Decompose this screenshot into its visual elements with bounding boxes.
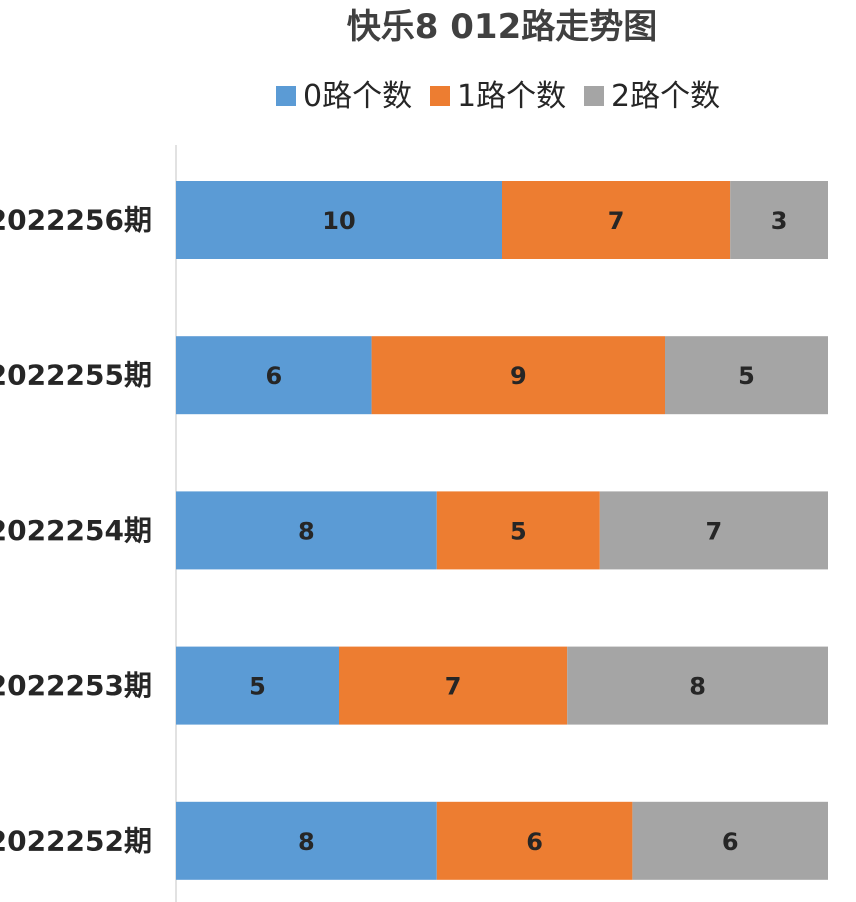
data-label-2-2: 7: [706, 517, 723, 545]
data-label-4-1: 6: [526, 828, 543, 856]
data-label-3-2: 8: [689, 673, 706, 701]
bar-segment-4-0: [176, 801, 437, 880]
legend-label-0: 0路个数: [303, 79, 412, 114]
data-label-3-0: 5: [249, 673, 266, 701]
bar-segment-2-0: [176, 491, 437, 570]
category-label-3: 2022253期: [0, 669, 152, 702]
legend-swatch-1: [430, 86, 450, 106]
bar-segment-0-1: [502, 181, 731, 259]
data-label-3-1: 7: [445, 673, 462, 701]
data-label-1-2: 5: [738, 362, 755, 390]
bar-segment-3-1: [339, 646, 568, 725]
bar-segment-1-2: [665, 336, 828, 415]
data-label-1-0: 6: [265, 362, 282, 390]
category-label-1: 2022255期: [0, 359, 152, 392]
bar-segment-3-0: [176, 646, 339, 725]
legend-swatch-0: [276, 86, 296, 106]
bar-segment-4-1: [436, 801, 633, 880]
bar-segment-2-2: [599, 491, 828, 570]
data-label-4-2: 6: [722, 828, 739, 856]
data-label-4-0: 8: [298, 828, 315, 856]
bar-segment-2-1: [436, 491, 600, 570]
bars: 10 7 3 6 9 5 8 5 7 5 7 8 8 6 6: [176, 181, 828, 880]
legend-label-2: 2路个数: [611, 79, 720, 114]
data-label-1-1: 9: [510, 362, 527, 390]
bar-segment-3-2: [567, 646, 828, 725]
data-label-2-1: 5: [510, 517, 527, 545]
bar-segment-0-0: [176, 181, 502, 259]
legend-label-1: 1路个数: [457, 79, 566, 114]
bar-segment-1-0: [176, 336, 372, 415]
data-label-0-0: 10: [322, 207, 355, 235]
data-label-2-0: 8: [298, 517, 315, 545]
bar-segment-4-2: [632, 801, 828, 880]
bar-segment-1-1: [371, 336, 665, 415]
chart-title: 快乐8 012路走势图: [347, 7, 657, 47]
category-label-0: 2022256期: [0, 204, 152, 237]
category-labels: 2022256期 2022255期 2022254期 2022253期 2022252期: [0, 204, 152, 858]
bar-segment-0-2: [730, 181, 828, 259]
category-label-4: 2022252期: [0, 824, 152, 857]
category-label-2: 2022254期: [0, 514, 152, 547]
legend: 0路个数 1路个数 2路个数: [276, 79, 720, 114]
data-label-0-1: 7: [608, 207, 625, 235]
data-label-0-2: 3: [771, 207, 788, 235]
legend-swatch-2: [584, 86, 604, 106]
